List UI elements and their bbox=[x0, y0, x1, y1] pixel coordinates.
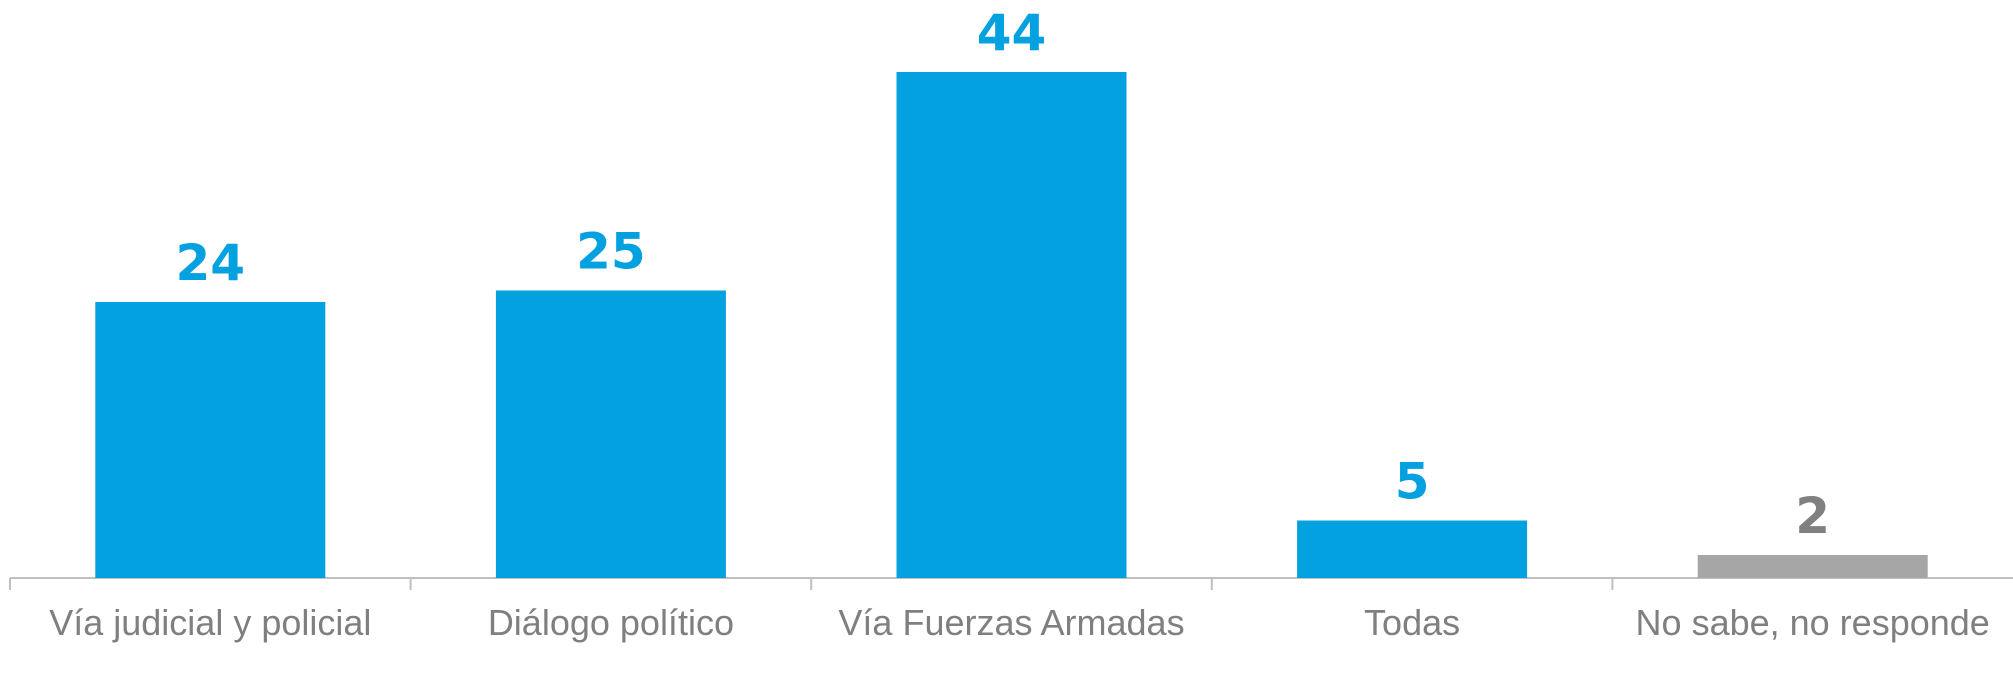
x-tick-label: Vía judicial y policial bbox=[49, 602, 372, 643]
value-label: 44 bbox=[977, 4, 1047, 62]
value-label: 24 bbox=[176, 234, 246, 292]
value-label: 2 bbox=[1795, 487, 1830, 545]
value-label: 5 bbox=[1395, 453, 1430, 511]
bar bbox=[95, 302, 326, 578]
x-tick-label: No sabe, no responde bbox=[1635, 602, 1990, 643]
x-tick-label: Todas bbox=[1364, 602, 1461, 643]
bar bbox=[495, 290, 726, 578]
bar bbox=[1297, 520, 1528, 578]
value-label: 25 bbox=[576, 223, 646, 281]
x-tick-label: Vía Fuerzas Armadas bbox=[838, 602, 1185, 643]
x-tick-label: Diálogo político bbox=[487, 602, 734, 643]
bar bbox=[1697, 555, 1928, 578]
bar bbox=[896, 72, 1127, 578]
